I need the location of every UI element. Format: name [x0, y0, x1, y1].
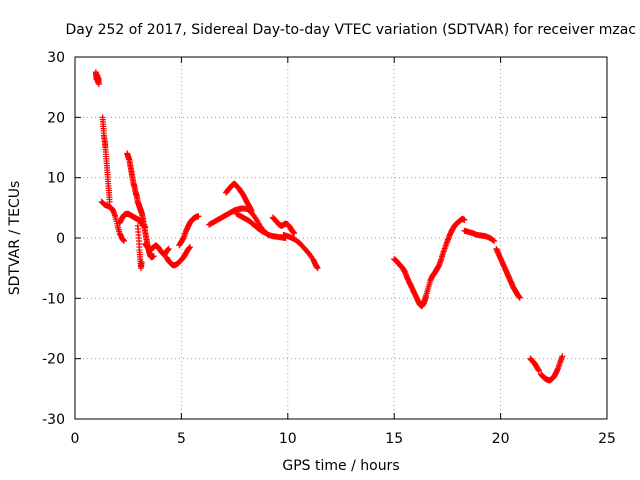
data-point-marker — [559, 353, 566, 360]
chart-title: Day 252 of 2017, Sidereal Day-to-day VTE… — [66, 22, 636, 38]
data-point-marker — [186, 244, 193, 251]
data-point-marker — [291, 230, 298, 237]
y-tick-label: -10 — [42, 291, 65, 307]
data-point-marker — [106, 198, 113, 205]
data-point-marker — [195, 213, 202, 220]
y-tick-label: 30 — [47, 50, 65, 66]
data-point-marker — [490, 237, 497, 244]
y-tick-label: -20 — [42, 352, 65, 368]
y-tick-label: 20 — [47, 110, 65, 126]
axis-ticks: 0 5 10 15 20 25 -30 -20 -10 0 10 20 30 — [42, 50, 616, 447]
y-tick-label: 10 — [47, 171, 65, 187]
data-point-marker — [263, 230, 270, 237]
y-axis-label: SDTVAR / TECUs — [7, 181, 23, 296]
x-tick-label: 0 — [71, 431, 80, 447]
y-tick-label: 0 — [56, 231, 65, 247]
data-points — [92, 69, 566, 384]
x-tick-label: 10 — [279, 431, 297, 447]
x-tick-label: 20 — [492, 431, 510, 447]
data-point-marker — [491, 238, 498, 245]
data-point-marker — [165, 245, 172, 252]
data-point-marker — [516, 294, 523, 301]
data-point-marker — [138, 259, 145, 266]
data-point-marker — [535, 367, 542, 374]
data-point-marker — [461, 216, 468, 223]
x-tick-label: 25 — [598, 431, 616, 447]
data-point-marker — [95, 81, 102, 88]
data-point-marker — [248, 207, 255, 214]
data-point-marker — [314, 265, 321, 272]
x-tick-label: 5 — [177, 431, 186, 447]
plot-frame — [74, 56, 608, 420]
data-point-marker — [150, 253, 157, 260]
data-point-marker — [120, 238, 127, 245]
x-tick-label: 15 — [385, 431, 403, 447]
x-axis-label: GPS time / hours — [282, 458, 399, 474]
y-tick-label: -30 — [42, 412, 65, 428]
